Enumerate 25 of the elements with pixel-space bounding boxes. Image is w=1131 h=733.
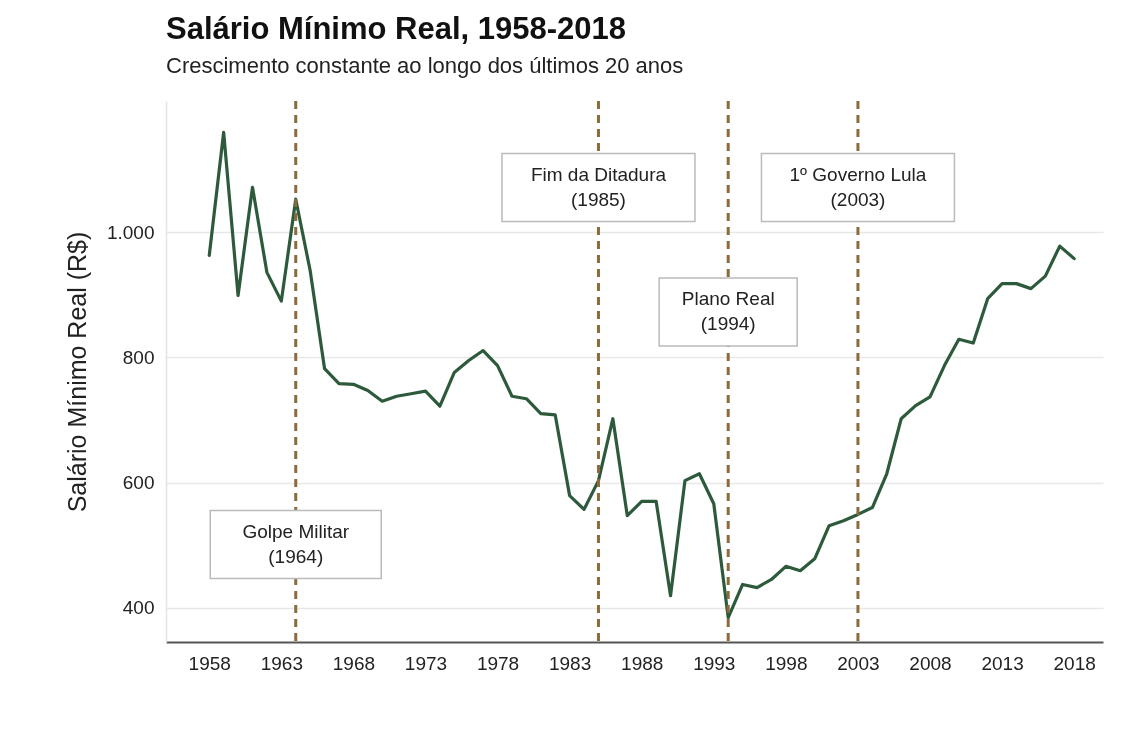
y-tick-label: 800 [122,346,155,368]
x-tick-label: 2013 [981,652,1024,674]
x-tick-label: 2008 [909,652,952,674]
x-tick-label: 1958 [188,652,231,674]
x-tick-label: 1988 [621,652,664,674]
line-series [207,130,1076,620]
x-tick-label: 1998 [765,652,808,674]
x-tick-label: 1978 [476,652,520,674]
y-tick-label: 600 [122,472,155,494]
x-tick-label: 1963 [260,652,303,674]
chart-subtitle: Crescimento constante ao longo dos últimos 20 anos [166,52,684,78]
chart-title: Salário Mínimo Real, 1958-2018 [166,10,627,46]
x-tick-label: 1968 [332,652,376,674]
y-tick-label: 400 [122,597,155,619]
x-tick-label: 2003 [837,652,880,674]
y-axis-title: Salário Mínimo Real (R$) [62,231,91,513]
ref-line-label: Golpe Militar (1964) [242,521,350,568]
y-tick-label: 1.000 [106,221,155,243]
ref-line-label: 1º Governo Lula (2003) [789,164,927,211]
x-tick-label: 2018 [1053,652,1096,674]
x-tick-label: 1973 [404,652,448,674]
x-tick-label: 1993 [693,652,736,674]
ref-line-label: Fim da Ditadura (1985) [530,164,667,211]
x-tick-label: 1983 [548,652,592,674]
ref-line-label: Plano Real (1994) [681,288,775,335]
